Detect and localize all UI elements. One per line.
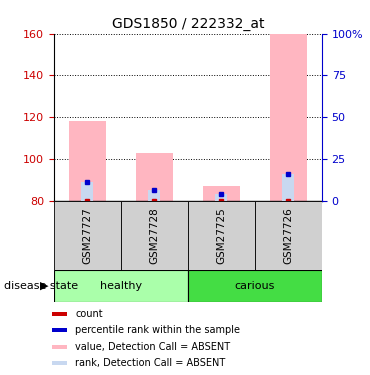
FancyBboxPatch shape [54,270,188,302]
FancyBboxPatch shape [54,201,121,270]
Bar [203,186,240,201]
Text: GSM27727: GSM27727 [82,207,92,264]
Bar [52,312,67,316]
Bar [81,182,93,201]
Text: GSM27728: GSM27728 [149,207,159,264]
FancyBboxPatch shape [188,201,255,270]
Bar [136,153,173,201]
Text: percentile rank within the sample: percentile rank within the sample [75,325,240,335]
Bar [52,361,67,365]
Text: disease state: disease state [4,281,78,291]
Text: GSM27726: GSM27726 [283,207,293,264]
Bar [215,194,227,201]
FancyBboxPatch shape [188,270,322,302]
Bar [282,174,295,201]
Title: GDS1850 / 222332_at: GDS1850 / 222332_at [111,17,264,32]
Bar [270,34,307,201]
Bar [148,190,160,201]
FancyBboxPatch shape [121,201,188,270]
Bar [69,122,105,201]
Text: value, Detection Call = ABSENT: value, Detection Call = ABSENT [75,342,230,352]
Bar [52,328,67,332]
Text: healthy: healthy [100,281,142,291]
Text: carious: carious [235,281,275,291]
Bar [52,345,67,349]
Text: count: count [75,309,103,319]
FancyBboxPatch shape [255,201,322,270]
Text: rank, Detection Call = ABSENT: rank, Detection Call = ABSENT [75,358,225,368]
Text: GSM27725: GSM27725 [216,207,226,264]
Text: ▶: ▶ [40,281,48,291]
